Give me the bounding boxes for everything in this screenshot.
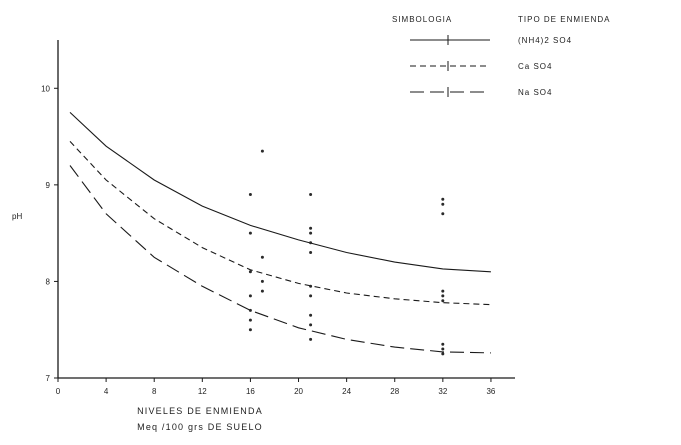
legend-label: (NH4)2 SO4 xyxy=(518,36,572,45)
y-tick-label: 10 xyxy=(41,84,50,93)
data-point xyxy=(309,294,313,298)
series-curves xyxy=(69,111,491,354)
y-tick-label: 9 xyxy=(46,181,51,190)
data-point xyxy=(441,202,445,206)
data-point xyxy=(309,226,313,230)
legend-header-symbol: SIMBOLOGIA xyxy=(392,15,452,24)
data-points xyxy=(248,149,445,356)
x-tick-label: 12 xyxy=(198,387,207,396)
axes xyxy=(57,40,515,379)
x-tick-label: 20 xyxy=(294,387,303,396)
x-tick-label: 8 xyxy=(152,387,157,396)
data-point xyxy=(309,323,313,327)
y-tick-label: 7 xyxy=(46,374,51,383)
data-point xyxy=(441,212,445,216)
ticks: 0 4 8 12 16 20 24 28 32 36 7 8 9 10 xyxy=(41,84,496,396)
data-point xyxy=(441,299,445,303)
data-point xyxy=(441,289,445,293)
x-tick-label: 28 xyxy=(390,387,399,396)
data-point xyxy=(248,193,252,196)
legend-label: Na SO4 xyxy=(518,88,552,97)
data-point xyxy=(248,231,252,235)
data-point xyxy=(441,342,445,346)
data-point xyxy=(260,149,264,153)
x-tick-label: 0 xyxy=(56,387,61,396)
x-tick-label: 16 xyxy=(246,387,255,396)
data-point xyxy=(441,294,445,298)
data-point xyxy=(441,197,445,201)
x-axis-sublabel: Meq /100 grs DE SUELO xyxy=(137,422,263,432)
data-point xyxy=(260,289,264,293)
x-tick-label: 24 xyxy=(342,387,351,396)
data-point xyxy=(309,337,313,341)
legend-items: (NH4)2 SO4 Ca SO4 Na SO4 xyxy=(410,35,572,97)
data-point xyxy=(441,352,445,356)
data-point xyxy=(248,328,252,332)
data-point xyxy=(260,255,264,259)
series-curve-3 xyxy=(69,165,491,354)
data-point xyxy=(248,270,252,274)
legend: SIMBOLOGIA TIPO DE ENMIENDA (NH4)2 SO4 Ca… xyxy=(392,15,610,97)
x-tick-label: 36 xyxy=(486,387,495,396)
data-point xyxy=(309,251,313,254)
data-point xyxy=(309,193,313,196)
data-point xyxy=(441,347,445,351)
y-axis-label: pH xyxy=(12,212,22,221)
data-point xyxy=(309,313,313,317)
data-point xyxy=(260,279,264,283)
data-point xyxy=(248,294,252,298)
y-tick-label: 8 xyxy=(46,277,51,286)
data-point xyxy=(248,308,252,312)
x-tick-label: 4 xyxy=(104,387,109,396)
series-curve-2 xyxy=(69,141,491,306)
data-point xyxy=(309,284,313,288)
legend-label: Ca SO4 xyxy=(518,62,552,71)
legend-header-type: TIPO DE ENMIENDA xyxy=(518,15,610,24)
x-axis-label: NIVELES DE ENMIENDA xyxy=(137,406,263,416)
series-curve-1 xyxy=(69,111,491,273)
data-point xyxy=(248,318,252,322)
x-tick-label: 32 xyxy=(438,387,447,396)
data-point xyxy=(309,231,313,235)
data-point xyxy=(309,241,313,245)
